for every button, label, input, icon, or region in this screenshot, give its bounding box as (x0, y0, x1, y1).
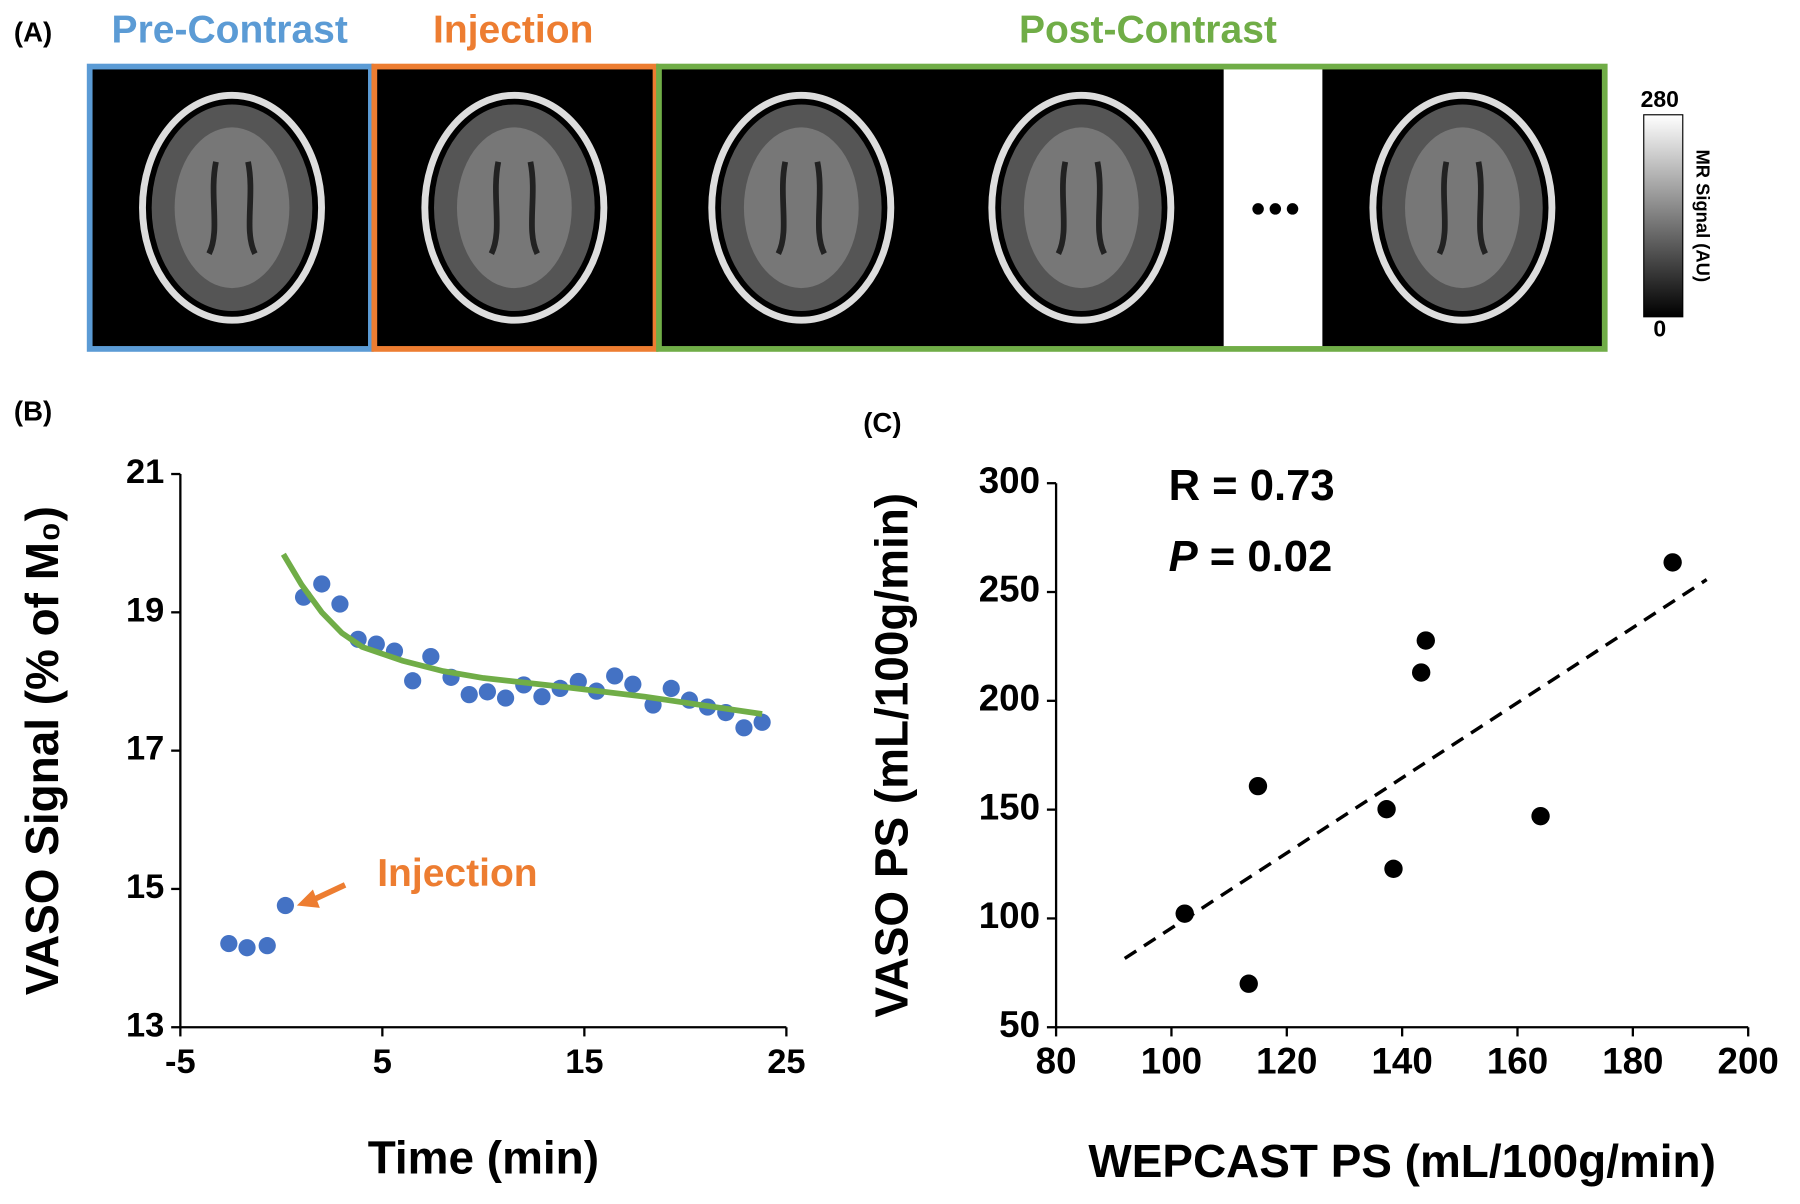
y-axis-label: VASO PS (mL/100g/min) (866, 493, 918, 1018)
annotation-arrowhead (296, 889, 320, 908)
x-tick-label: 100 (1141, 1041, 1202, 1082)
data-point (606, 667, 624, 685)
data-point (753, 713, 771, 731)
data-point (624, 675, 642, 693)
data-point (1411, 663, 1431, 682)
data-point (238, 939, 256, 957)
data-point (478, 683, 497, 701)
group-title: Post-Contrast (1019, 8, 1277, 51)
colorbar-max: 280 (1641, 86, 1679, 112)
group-frame (371, 63, 659, 352)
y-tick-label: 300 (979, 460, 1040, 501)
data-point (1531, 806, 1550, 826)
x-tick-label: 180 (1602, 1041, 1663, 1082)
data-point (276, 896, 295, 915)
annotation: Injection (377, 852, 537, 895)
stat-text: = 0.02 (1198, 532, 1333, 580)
y-tick-label: 13 (126, 1006, 164, 1044)
x-tick-label: 140 (1372, 1041, 1433, 1082)
x-tick-label: 120 (1256, 1041, 1317, 1082)
data-point (331, 595, 349, 613)
y-tick-label: 200 (979, 678, 1040, 719)
data-point (422, 647, 440, 666)
panel-a: (A) Pre-Contrast Injection Post-Contrast… (14, 8, 1713, 352)
annotation-arrow (309, 882, 347, 904)
data-point (735, 719, 753, 737)
y-tick-label: 150 (979, 786, 1040, 827)
group-title: Pre-Contrast (112, 8, 348, 51)
group-frame (656, 63, 1608, 352)
panel-label: (C) (863, 407, 901, 438)
y-tick-label: 17 (126, 730, 164, 768)
data-point (258, 937, 276, 955)
mri-image (425, 95, 604, 320)
colorbar-label: MR Signal (AU) (1692, 149, 1713, 282)
data-point (1384, 859, 1403, 879)
stat: P = 0.02 (1169, 532, 1333, 580)
data-point (533, 688, 551, 706)
x-tick-label: 160 (1487, 1041, 1548, 1082)
data-point (220, 934, 238, 953)
data-point (496, 689, 515, 707)
ellipsis (1252, 203, 1299, 215)
y-tick-label: 21 (126, 453, 164, 491)
data-point (1248, 776, 1268, 796)
group-title: Injection (433, 8, 593, 51)
colorbar-min: 0 (1653, 316, 1666, 342)
data-point (404, 672, 422, 690)
x-tick-label: 15 (565, 1043, 603, 1081)
x-axis-label: Time (min) (368, 1132, 599, 1184)
data-point (1416, 631, 1435, 650)
x-tick-label: 80 (1036, 1041, 1077, 1082)
panel-label: (A) (14, 17, 52, 48)
trend-line (1123, 578, 1708, 960)
stat-text: R = 0.73 (1169, 461, 1335, 509)
y-tick-label: 15 (126, 868, 164, 906)
data-point (1239, 974, 1258, 993)
mri-image (712, 95, 891, 320)
x-axis-label: WEPCAST PS (mL/100g/min) (1088, 1135, 1715, 1187)
mri-image (142, 95, 321, 320)
y-tick-label: 19 (126, 591, 164, 629)
y-tick-label: 50 (999, 1004, 1040, 1045)
mri-image (1373, 95, 1552, 320)
mri-image (992, 95, 1171, 320)
fit-line (280, 552, 763, 717)
panel-label: (B) (14, 395, 52, 426)
x-tick-label: -5 (165, 1043, 196, 1081)
x-tick-label: 25 (767, 1043, 805, 1081)
x-tick-label: 200 (1718, 1041, 1779, 1082)
y-axis-label: VASO Signal (% of M₀) (16, 506, 68, 995)
stat-symbol: P (1169, 532, 1199, 580)
data-point (313, 575, 331, 593)
data-point (1663, 553, 1682, 572)
data-point (1377, 800, 1396, 819)
group-frame (86, 63, 374, 352)
data-point (662, 679, 680, 698)
y-tick-label: 100 (979, 895, 1040, 936)
colorbar (1643, 114, 1684, 318)
data-point (460, 686, 478, 704)
stat: R = 0.73 (1169, 461, 1335, 509)
y-tick-label: 250 (979, 569, 1040, 610)
x-tick-label: 5 (373, 1043, 392, 1081)
